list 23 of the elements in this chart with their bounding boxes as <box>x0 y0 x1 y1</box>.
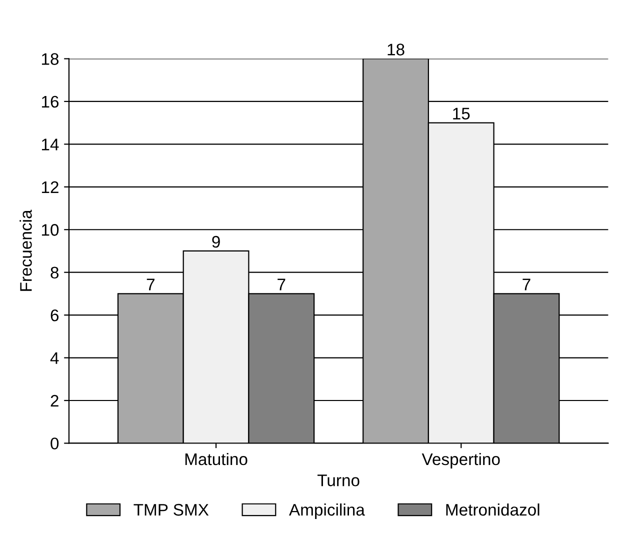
data-label: 18 <box>388 44 404 56</box>
legend-label: Ampicilina <box>289 503 365 519</box>
x-axis-title: Turno <box>318 474 360 486</box>
y-tick-label: 8 <box>50 266 59 279</box>
y-tick-label: 18 <box>42 53 59 65</box>
legend-label: TMP SMX <box>134 504 209 516</box>
x-tick-label: Matutino <box>185 452 248 466</box>
y-tick-label: 12 <box>42 181 58 193</box>
data-label: 7 <box>146 278 154 290</box>
y-tick-label: 6 <box>50 309 59 322</box>
legend-label: Metronidazol <box>446 503 540 516</box>
y-axis-title: Frecuencia <box>20 210 32 291</box>
y-tick-label: 16 <box>42 96 59 108</box>
y-tick-label: 14 <box>42 138 59 150</box>
data-label: 7 <box>522 278 530 290</box>
y-tick-label: 2 <box>50 394 58 407</box>
y-tick-label: 4 <box>50 352 59 364</box>
x-tick-label: Vespertino <box>422 452 500 468</box>
data-label: 7 <box>278 278 286 290</box>
data-label: 9 <box>212 236 220 248</box>
y-tick-label: 0 <box>50 438 59 450</box>
y-tick-label: 10 <box>42 224 59 236</box>
data-label: 15 <box>453 108 470 120</box>
